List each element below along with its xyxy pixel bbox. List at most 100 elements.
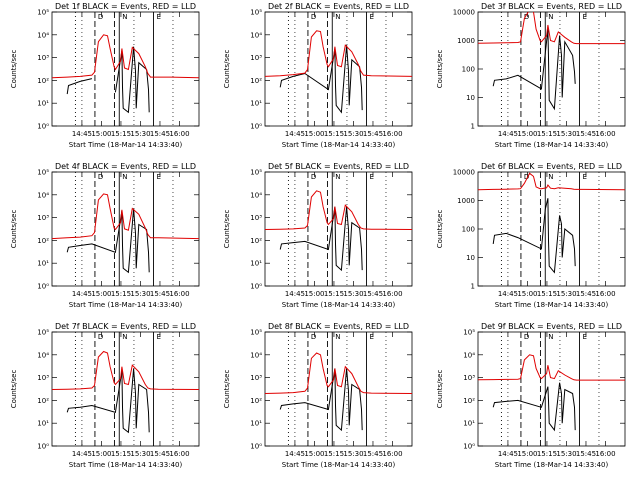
x-tick-label: 15:00 [304,290,324,298]
y-tick-label: 10¹ [37,100,49,108]
interval-flag-label: D [98,333,103,341]
y-tick-label: 10¹ [463,420,475,428]
series-lld-line [478,354,625,381]
series-events-line [279,368,363,432]
x-tick-label: 15:30 [343,130,363,138]
x-tick-label: 16:00 [382,450,402,458]
interval-flag-label: E [582,173,586,181]
panel-title: Det 7f BLACK = Events, RED = LLD [55,322,196,331]
x-tick-label: 14:45 [72,450,92,458]
x-tick-label: 15:15 [324,290,344,298]
y-axis-label: Counts/sec [223,370,231,409]
x-tick-label: 15:00 [517,130,537,138]
y-tick-label: 10⁰ [463,443,475,451]
x-tick-label: 16:00 [169,450,189,458]
x-tick-label: 15:15 [111,450,131,458]
x-tick-label: 15:30 [130,130,150,138]
interval-flag-label: D [524,333,529,341]
interval-flag-label: E [582,333,586,341]
x-tick-label: 15:45 [150,450,170,458]
plot-frame [51,171,200,287]
x-tick-label: 15:00 [304,130,324,138]
x-tick-label: 16:00 [169,290,189,298]
y-tick-label: 10² [250,237,262,245]
x-axis-label: Start Time (18-Mar-14 14:33:40) [282,461,396,469]
y-tick-label: 10⁵ [250,169,262,177]
y-tick-label: 10¹ [250,420,262,428]
panel-title: Det 5f BLACK = Events, RED = LLD [268,162,409,171]
panel-det-1: Det 1f BLACK = Events, RED = LLD 10⁰ 10¹ 10… [10,2,200,149]
y-tick-label: 10⁵ [37,169,49,177]
x-tick-label: 14:45 [285,130,305,138]
x-tick-label: 16:00 [595,130,615,138]
interval-flag-label: N [548,333,553,341]
y-tick-label: 10³ [37,374,49,382]
x-tick-label: 14:45 [498,450,518,458]
interval-flag-label: E [156,13,160,21]
interval-flag-label: N [122,13,127,21]
plot-frame [264,11,413,127]
series-lld-line [478,12,625,45]
y-tick-label: 10 [466,94,475,102]
panel-title: Det 9f BLACK = Events, RED = LLD [481,322,622,331]
y-tick-label: 10⁵ [37,329,49,337]
interval-flag-label: D [311,173,316,181]
series-events-line [492,198,576,274]
plot-frame [477,11,626,127]
y-tick-label: 10⁵ [250,9,262,17]
x-tick-label: 16:00 [382,130,402,138]
x-axis-label: Start Time (18-Mar-14 14:33:40) [495,301,609,309]
x-tick-label: 15:30 [556,290,576,298]
x-tick-label: 15:30 [556,130,576,138]
x-tick-label: 15:30 [556,450,576,458]
y-tick-label: 10000 [453,169,475,177]
plot-frame [264,331,413,447]
series-lld-line [52,34,199,79]
x-tick-label: 15:30 [130,450,150,458]
y-tick-label: 10³ [250,54,262,62]
interval-flag-label: N [548,13,553,21]
y-axis-label: Counts/sec [10,50,18,89]
interval-flag-label: D [524,173,529,181]
x-axis-label: Start Time (18-Mar-14 14:33:40) [282,141,396,149]
y-tick-label: 10⁴ [37,191,49,199]
y-tick-label: 10⁰ [250,443,262,451]
x-tick-label: 14:45 [72,130,92,138]
y-tick-label: 10¹ [37,260,49,268]
plot-frame [477,331,626,447]
y-tick-label: 10⁰ [37,443,49,451]
x-tick-label: 15:00 [517,450,537,458]
series-lld-line [52,193,199,240]
panel-title: Det 4f BLACK = Events, RED = LLD [55,162,196,171]
series-events-line [279,45,363,114]
x-tick-label: 14:45 [72,290,92,298]
panel-det-3: Det 3f BLACK = Events, RED = LLD 1 10 100 10… [436,2,626,149]
series-lld-line [265,352,412,394]
x-tick-label: 15:00 [91,290,111,298]
x-tick-label: 15:45 [363,450,383,458]
interval-flag-label: D [524,13,529,21]
series-lld-line [265,190,412,230]
y-tick-label: 10⁵ [463,329,475,337]
y-tick-label: 10⁵ [37,9,49,17]
x-tick-label: 15:00 [91,130,111,138]
panel-det-2: Det 2f BLACK = Events, RED = LLD 10⁰ 10¹ 10… [223,2,413,149]
y-tick-label: 10³ [250,214,262,222]
panel-title: Det 8f BLACK = Events, RED = LLD [268,322,409,331]
x-tick-label: 15:15 [324,130,344,138]
y-tick-label: 10⁴ [250,191,262,199]
y-tick-label: 10⁵ [250,329,262,337]
series-events-line [492,29,576,111]
y-tick-label: 10³ [37,54,49,62]
interval-flag-label: E [156,173,160,181]
y-tick-label: 10² [37,237,49,245]
series-events-line [279,206,363,272]
interval-flag-label: D [98,173,103,181]
y-tick-label: 10⁴ [250,351,262,359]
interval-flag-label: N [548,173,553,181]
plot-frame [51,11,200,127]
y-tick-label: 10² [250,397,262,405]
x-tick-label: 15:15 [111,290,131,298]
y-tick-label: 10¹ [37,420,49,428]
y-tick-label: 10⁴ [37,31,49,39]
